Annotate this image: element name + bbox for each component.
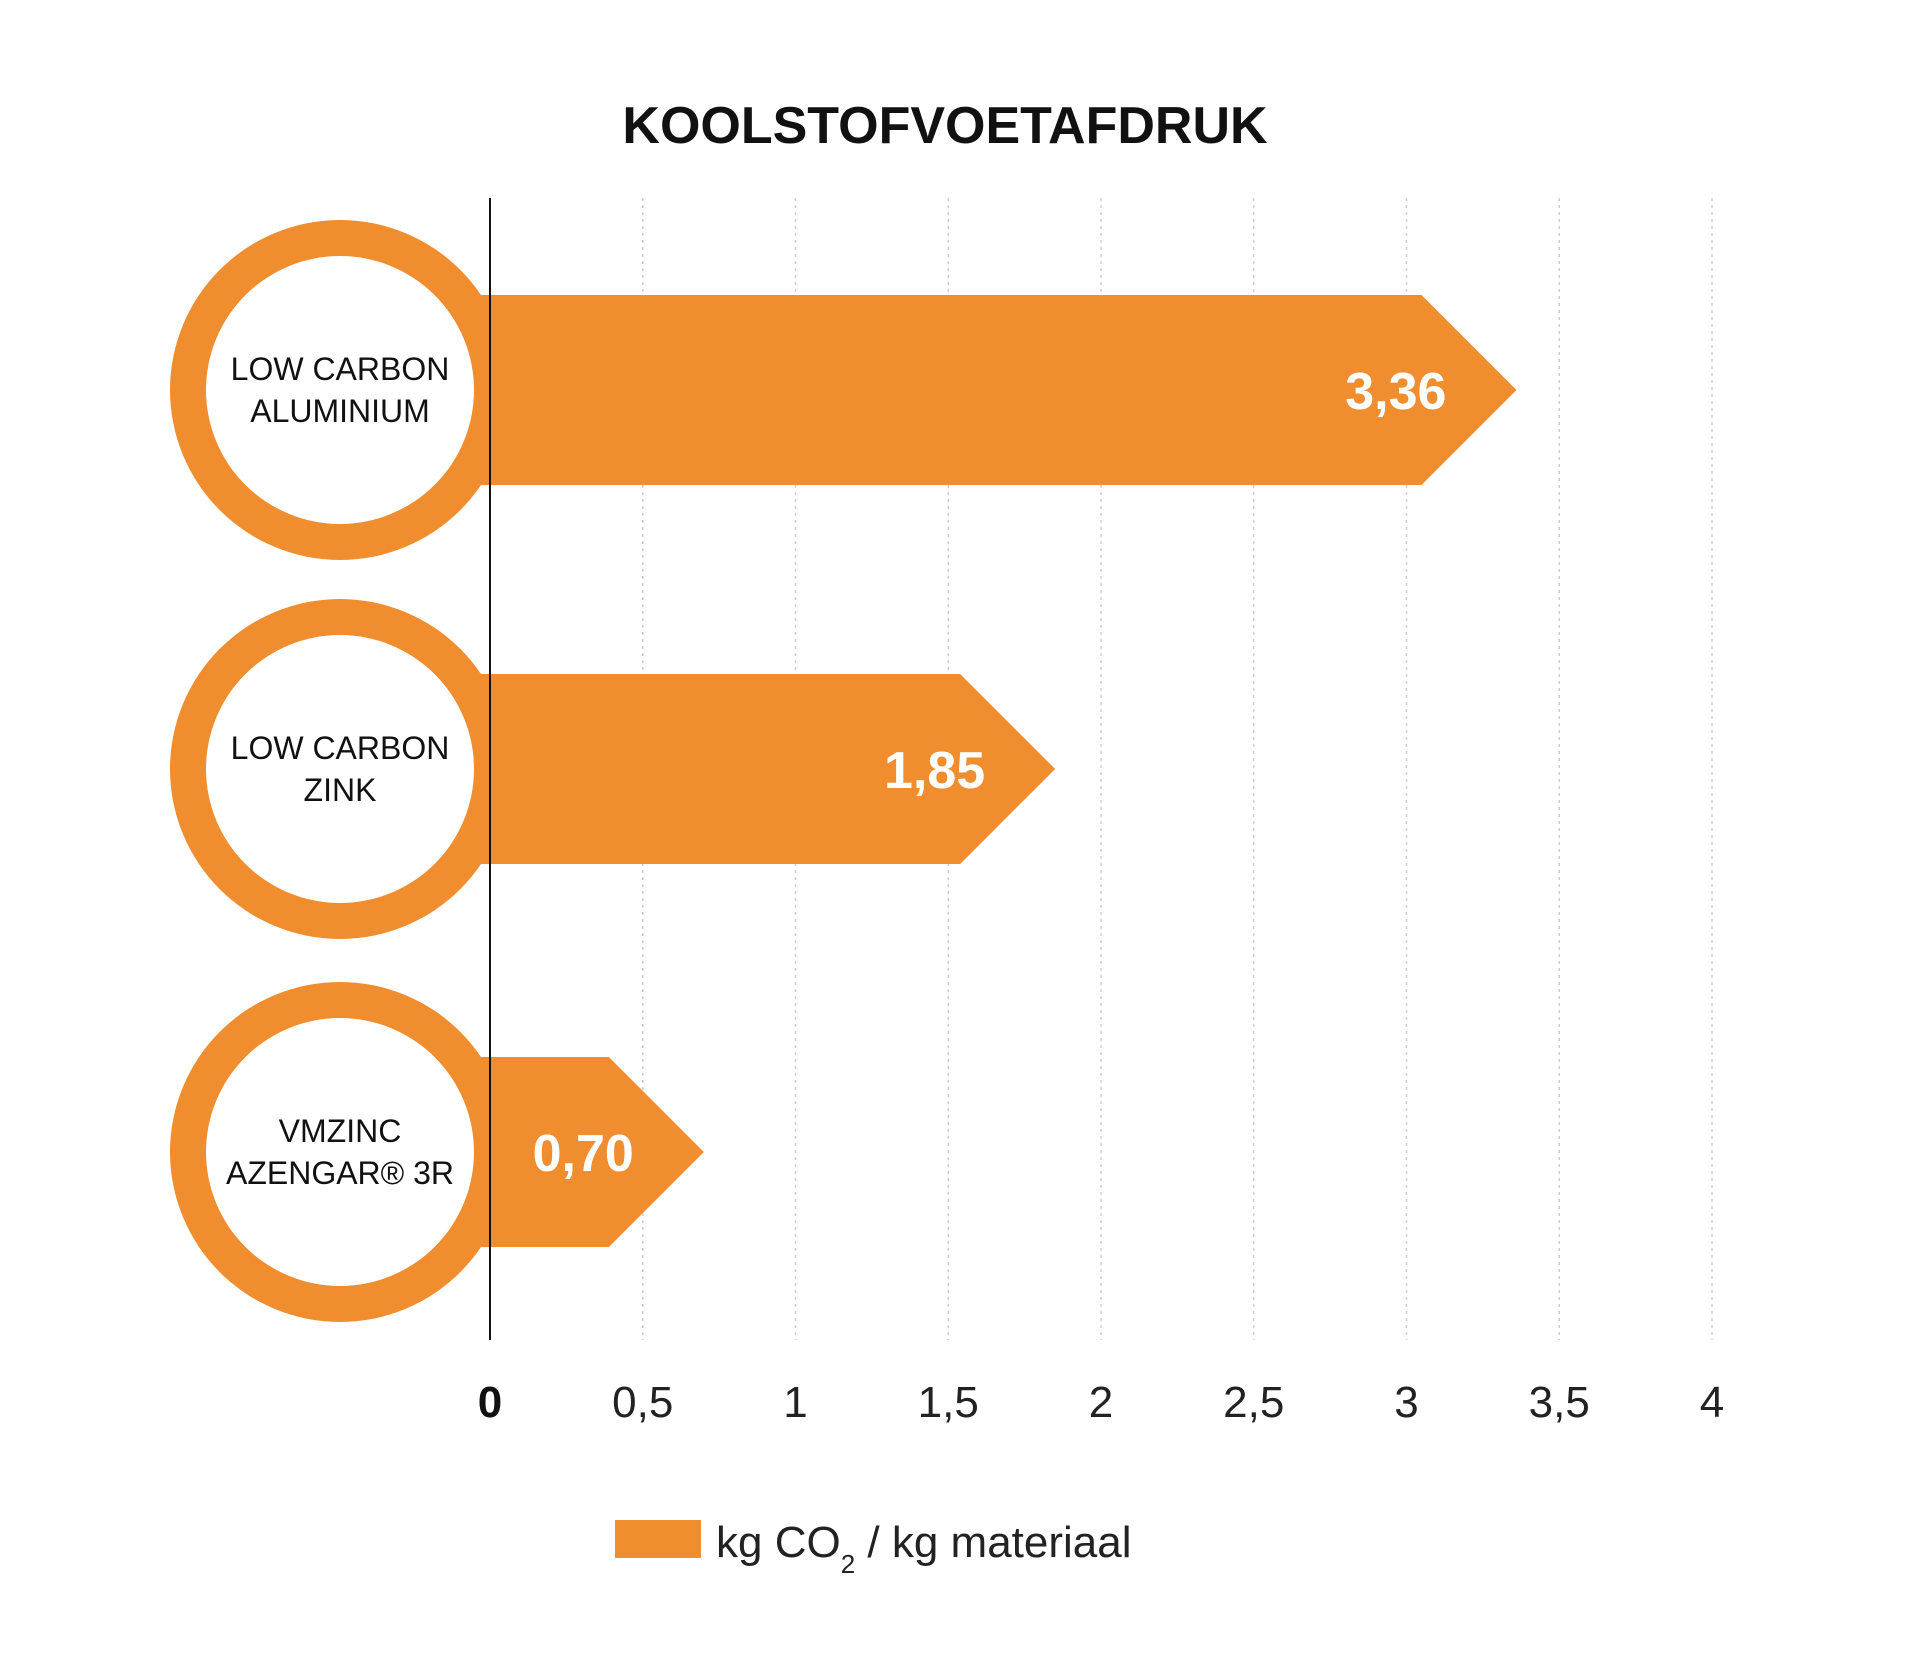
category-label: VMZINC	[279, 1113, 402, 1149]
category-label: AZENGAR® 3R	[226, 1155, 454, 1191]
bar-group: LOW CARBON ALUMINIUM 3,36	[170, 220, 1517, 560]
x-tick-label: 0	[478, 1378, 502, 1427]
x-tick-label: 0,5	[612, 1378, 673, 1427]
data-label: 0,70	[533, 1125, 634, 1183]
x-tick-labels: 0 0,5 1 1,5 2 2,5 3 3,5 4	[478, 1378, 1724, 1427]
bar-group: VMZINC AZENGAR® 3R 0,70	[170, 982, 704, 1322]
legend: kg CO2 / kg materiaal	[615, 1518, 1132, 1579]
data-label: 3,36	[1345, 363, 1446, 421]
x-tick-label: 1,5	[918, 1378, 979, 1427]
legend-swatch	[615, 1520, 701, 1558]
chart-title: KOOLSTOFVOETAFDRUK	[622, 97, 1268, 155]
bars: LOW CARBON ALUMINIUM 3,36 LOW CARBON ZINK 1,8…	[170, 220, 1517, 1322]
legend-label: kg CO2 / kg materiaal	[716, 1518, 1132, 1579]
category-badge	[206, 256, 474, 524]
category-label: ALUMINIUM	[250, 393, 430, 429]
category-label: LOW CARBON	[231, 730, 450, 766]
data-label: 1,85	[884, 742, 985, 800]
category-badge	[206, 1018, 474, 1286]
bar	[400, 674, 1056, 864]
category-label: ZINK	[304, 772, 377, 808]
x-tick-label: 3	[1394, 1378, 1418, 1427]
x-tick-label: 3,5	[1529, 1378, 1590, 1427]
bar	[400, 295, 1517, 485]
x-tick-label: 2,5	[1223, 1378, 1284, 1427]
x-tick-label: 1	[783, 1378, 807, 1427]
x-tick-label: 2	[1089, 1378, 1113, 1427]
bar-group: LOW CARBON ZINK 1,85	[170, 599, 1056, 939]
category-label: LOW CARBON	[231, 351, 450, 387]
x-tick-label: 4	[1700, 1378, 1724, 1427]
category-badge	[206, 635, 474, 903]
